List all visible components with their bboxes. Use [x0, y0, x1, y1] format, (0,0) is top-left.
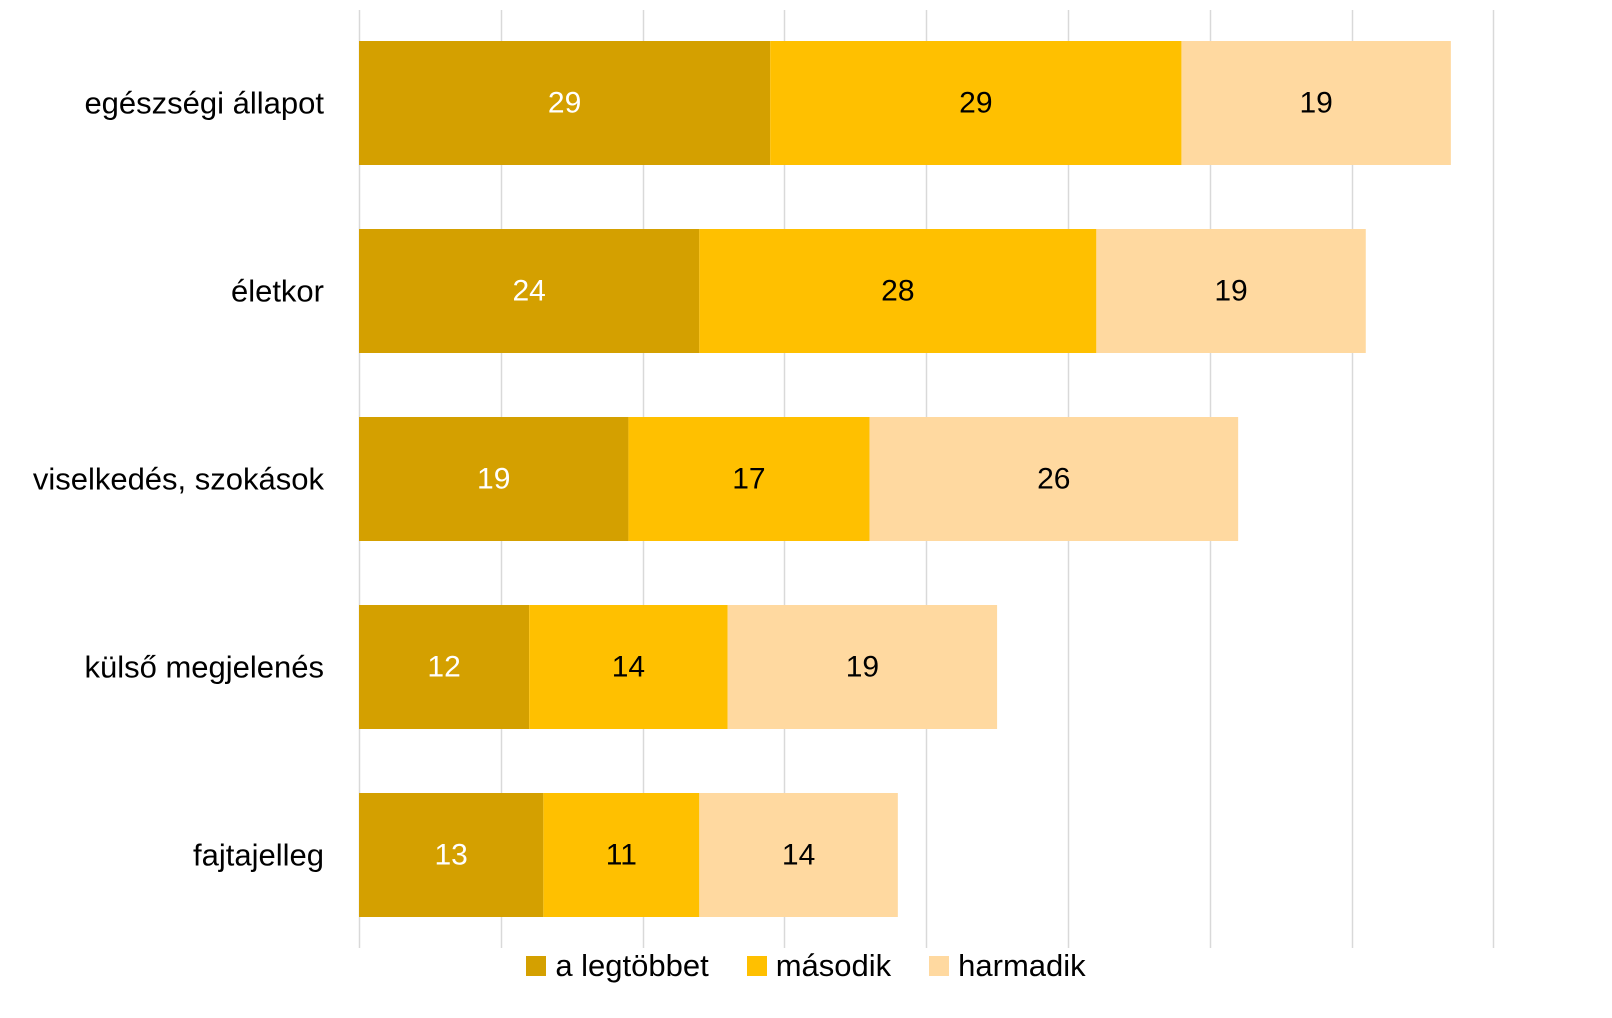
bar-segment: [770, 41, 1182, 165]
category-label: viselkedés, szokások: [33, 462, 325, 497]
legend-label: második: [775, 948, 892, 983]
legend-item: második: [746, 948, 892, 984]
data-label: 14: [612, 651, 645, 684]
data-label: 19: [1299, 87, 1332, 120]
bar-segment: [699, 229, 1097, 353]
legend-label: harmadik: [958, 948, 1086, 983]
bar-segment: [869, 417, 1239, 541]
data-label: 12: [427, 651, 460, 684]
data-label: 29: [548, 87, 581, 120]
bar-segment: [628, 417, 870, 541]
category-label: életkor: [231, 274, 324, 309]
legend: a legtöbbet második harmadik: [0, 948, 1612, 984]
data-label: 26: [1037, 463, 1070, 496]
bar-segment: [543, 793, 700, 917]
data-label: 17: [732, 463, 765, 496]
bar-segment: [529, 605, 728, 729]
bar-segment: [1181, 41, 1451, 165]
legend-label: a legtöbbet: [555, 948, 709, 983]
data-label: 14: [782, 839, 815, 872]
data-label: 13: [434, 839, 467, 872]
bar-segment: [727, 605, 998, 729]
legend-swatch: [929, 956, 950, 976]
bar-segment: [1096, 229, 1366, 353]
category-label: egészségi állapot: [84, 86, 324, 121]
category-labels: egészségi állapot életkor viselkedés, szok…: [33, 86, 325, 873]
category-label: külső megjelenés: [84, 650, 324, 685]
bar-segment: [359, 229, 700, 353]
legend-item: a legtöbbet: [526, 948, 709, 984]
bar-segment: [359, 41, 771, 165]
data-label: 24: [512, 275, 545, 308]
data-label: 11: [606, 839, 637, 872]
bar-segments: 29 29 19 24 28 19 19 17 26 12 14 19 13 11 14: [359, 41, 1451, 917]
data-label: 19: [846, 651, 879, 684]
data-label: 19: [477, 463, 510, 496]
category-label: fajtajelleg: [193, 838, 324, 873]
data-label: 28: [881, 275, 914, 308]
legend-swatch: [746, 956, 767, 976]
legend-swatch: [526, 956, 547, 976]
bar-segment: [359, 793, 544, 917]
data-label: 19: [1214, 275, 1247, 308]
data-label: 29: [959, 87, 992, 120]
bar-segment: [699, 793, 898, 917]
legend-item: harmadik: [929, 948, 1086, 984]
bar-segment: [359, 605, 530, 729]
bar-segment: [359, 417, 629, 541]
